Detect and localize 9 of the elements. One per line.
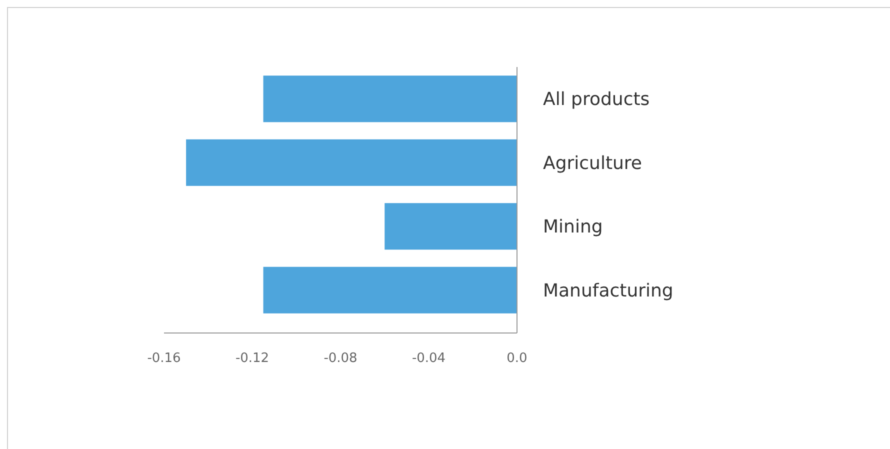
y-tick-label: Agriculture bbox=[543, 152, 642, 174]
x-tick-label: -0.12 bbox=[235, 351, 270, 366]
y-tick-label: Manufacturing bbox=[543, 280, 674, 302]
x-tick-label: 0.0 bbox=[506, 351, 528, 366]
y-tick-label: All products bbox=[543, 89, 650, 110]
x-tick-label: -0.08 bbox=[324, 351, 358, 366]
x-tick-label: -0.04 bbox=[412, 351, 446, 366]
y-tick-label: Mining bbox=[543, 216, 603, 238]
x-tick-label: -0.16 bbox=[147, 351, 181, 366]
